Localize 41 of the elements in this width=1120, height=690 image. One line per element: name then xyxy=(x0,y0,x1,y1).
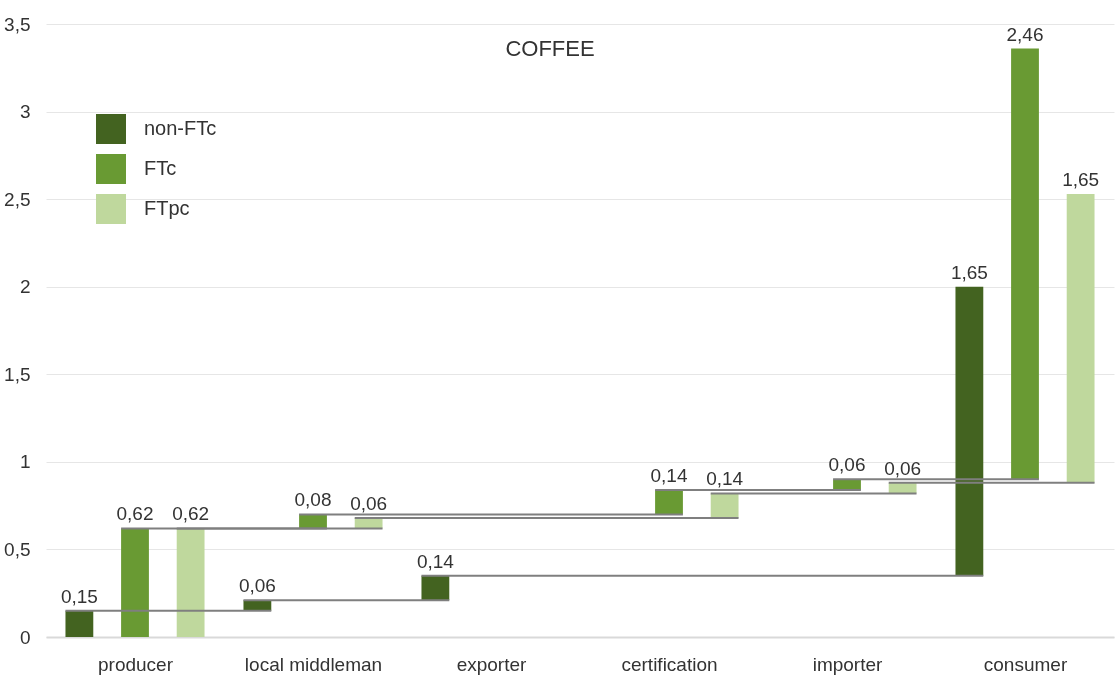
bar xyxy=(710,493,739,518)
bar xyxy=(655,489,683,515)
bar xyxy=(421,575,450,601)
data-label: 0,14 xyxy=(416,550,455,572)
data-label: 0,15 xyxy=(60,585,98,607)
bar xyxy=(955,286,984,576)
bar xyxy=(65,610,94,637)
x-tick-label: producer xyxy=(98,653,174,675)
y-tick-label: 2,5 xyxy=(4,188,31,210)
data-label: 0,62 xyxy=(172,503,210,525)
data-label: 0,06 xyxy=(828,454,866,476)
y-tick-label: 0,5 xyxy=(4,538,31,560)
text: COFFEE xyxy=(505,36,595,61)
data-label: 0,06 xyxy=(238,575,276,597)
y-tick-label: 3 xyxy=(19,101,31,123)
y-tick-label: 2 xyxy=(19,276,31,298)
legend-label: FTc xyxy=(144,157,177,179)
bar xyxy=(1066,193,1095,483)
x-tick-label: local middleman xyxy=(244,653,383,675)
legend-label: FTpc xyxy=(144,197,190,219)
data-label: 0,08 xyxy=(294,489,332,511)
legend-label: non-FTc xyxy=(144,117,217,139)
y-tick-label: 3,5 xyxy=(4,13,31,35)
data-label: 0,62 xyxy=(116,503,154,525)
data-label: 1,65 xyxy=(950,261,988,283)
data-label: 1,65 xyxy=(1062,168,1100,190)
data-label: 0,06 xyxy=(350,492,388,514)
y-tick-label: 1 xyxy=(19,451,31,473)
y-tick-label: 1,5 xyxy=(4,363,31,385)
data-label: 0,14 xyxy=(650,464,688,486)
bar xyxy=(176,528,205,637)
x-tick-label: importer xyxy=(812,653,884,675)
y-tick-label: 0 xyxy=(19,626,31,648)
x-tick-label: exporter xyxy=(456,653,528,675)
data-label: 0,06 xyxy=(884,457,922,479)
x-tick-label: consumer xyxy=(983,653,1068,675)
bar xyxy=(1011,48,1039,480)
data-label: 2,46 xyxy=(1006,23,1044,45)
x-tick-label: certification xyxy=(621,653,718,675)
data-label: 0,14 xyxy=(706,468,744,490)
bar xyxy=(121,528,149,637)
